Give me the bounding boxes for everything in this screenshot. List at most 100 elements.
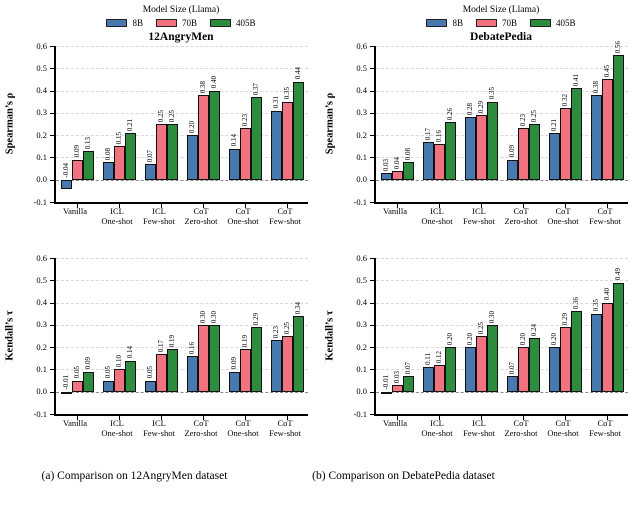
gridline [56, 369, 308, 371]
bar-value-label: 0.13 [83, 136, 92, 149]
x-category-label: CoT Zero-shot [184, 206, 218, 226]
x-axis-labels: Vanilla ICL One-shot ICL Few-shot CoT Zero-sho… [374, 204, 628, 226]
y-tick-mark [370, 202, 374, 203]
bar-405B [166, 124, 178, 180]
legend-row: 8B 70B 405B [54, 16, 308, 30]
x-tick-mark [607, 204, 608, 208]
gridline [376, 157, 628, 159]
plot-area: 0.03 0.04 0.08 0.17 0.16 0.26 0.28 0.29 0.35 0.09… [370, 41, 628, 208]
bar-405B [570, 88, 582, 180]
bar-70B [113, 146, 125, 180]
bar-value-label: -0.01 [61, 375, 70, 390]
x-category-label: CoT Zero-shot [504, 206, 538, 226]
column-12angrymen: Model Size (Llama) 8B 70B 405B 12AngryMe… [0, 4, 320, 438]
bar-405B [486, 101, 498, 180]
x-tick-mark [565, 416, 566, 420]
bar-8B [548, 347, 560, 392]
x-axis-labels: Vanilla ICL One-shot ICL Few-shot CoT Zero-sho… [54, 416, 308, 438]
caption-a: (a) Comparison on 12AngryMen dataset [41, 470, 228, 482]
bar-70B [239, 349, 251, 392]
legend-label-8b: 8B [132, 18, 143, 28]
bar-70B [155, 124, 167, 180]
x-tick-mark [77, 204, 78, 208]
bar-value-label: 0.25 [529, 109, 538, 122]
y-tick-mark [50, 202, 54, 203]
bar-405B [402, 161, 414, 180]
x-category-label: Vanilla [62, 418, 88, 428]
x-category-label: ICL Few-shot [143, 206, 175, 226]
bar-8B [186, 135, 198, 180]
y-tick-mark [370, 414, 374, 415]
bar-value-label: 0.25 [156, 109, 165, 122]
gridline [56, 347, 308, 349]
chart-body: Kendall’s τ 0.6 0.5 0.4 0.3 0.2 0.1 0.0 -0.1 -0… [2, 253, 320, 420]
legend-entry-70b: 70B [155, 18, 197, 28]
x-tick-mark [439, 204, 440, 208]
legend-row: 8B 70B 405B [374, 16, 628, 30]
y-tick-mark [370, 46, 374, 47]
y-axis-ticks: 0.6 0.5 0.4 0.3 0.2 0.1 0.0 -0.1 [338, 41, 374, 207]
x-category-label: Vanilla [382, 206, 408, 216]
bar-70B [601, 302, 613, 392]
y-tick-label: 0.4 [356, 85, 367, 96]
bar-value-label: 0.24 [529, 323, 538, 337]
y-axis-label: Spearman’s ρ [324, 92, 336, 155]
x-tick-mark [481, 204, 482, 208]
zero-line [376, 179, 628, 181]
y-tick-mark [50, 347, 54, 349]
legend-swatch-70b [155, 19, 177, 27]
legend-swatch-405b [530, 19, 551, 27]
bar-405B [208, 324, 220, 392]
bar-405B [528, 124, 540, 180]
x-category-label: ICL One-shot [421, 206, 453, 226]
bar-8B [144, 380, 156, 392]
x-category-label: CoT Few-shot [269, 206, 301, 226]
plot-area: -0.01 0.03 0.07 0.11 0.12 0.20 0.20 0.25 0.30 0.0… [370, 258, 628, 420]
chart-body: Kendall’s τ 0.6 0.5 0.4 0.3 0.2 0.1 0.0 -0.1 -0… [322, 253, 640, 420]
x-category-label: CoT One-shot [227, 418, 259, 438]
y-tick-label: 0.2 [36, 341, 47, 352]
x-tick-mark [481, 416, 482, 420]
bar-405B [250, 97, 262, 180]
gridline [376, 347, 628, 349]
bar-70B [433, 364, 445, 392]
legend-entry-70b: 70B [475, 18, 517, 28]
y-tick-label: 0.6 [356, 252, 367, 263]
bar-value-label: 0.19 [240, 335, 249, 348]
bar-value-label: 0.03 [392, 370, 401, 384]
bar-70B [281, 101, 293, 180]
bar-value-label: 0.14 [229, 134, 238, 147]
y-axis-ticks: 0.6 0.5 0.4 0.3 0.2 0.1 0.0 -0.1 [18, 253, 54, 419]
bar-8B [144, 164, 156, 180]
legend-title: Model Size (Llama) [462, 5, 540, 15]
bar-70B [475, 115, 487, 180]
y-tick-mark [370, 68, 374, 70]
x-tick-mark [287, 416, 288, 420]
bar-value-label: 0.17 [423, 127, 432, 140]
bar-value-label: 0.36 [571, 297, 580, 310]
y-axis-label: Kendall’s τ [324, 310, 336, 361]
bar-value-label: 0.05 [145, 366, 154, 379]
y-tick-mark [370, 179, 374, 181]
legend-label-8b: 8B [452, 18, 463, 28]
x-tick-mark [397, 416, 398, 420]
legend-entry-405b: 405B [530, 18, 576, 28]
bar-8B [102, 161, 114, 180]
gridline [376, 302, 628, 304]
bar-value-label: 0.31 [271, 96, 280, 109]
x-tick-mark [607, 416, 608, 420]
y-tick-mark [50, 302, 54, 304]
bar-value-label: 0.17 [156, 339, 165, 352]
bar-8B [506, 159, 518, 180]
bar-value-label: 0.16 [187, 341, 196, 355]
x-axis-labels: Vanilla ICL One-shot ICL Few-shot CoT Zero-sho… [54, 204, 308, 226]
bar-70B [517, 128, 529, 180]
bar-value-label: 0.44 [293, 67, 302, 80]
y-tick-label: 0.6 [356, 40, 367, 51]
bar-value-label: 0.45 [602, 65, 611, 78]
y-tick-label: 0.1 [356, 363, 367, 374]
column-debatepedia: Model Size (Llama) 8B 70B 405B DebatePed… [320, 4, 640, 438]
y-tick-mark [370, 324, 374, 326]
y-tick-label: 0.0 [36, 386, 47, 397]
x-category-label: ICL Few-shot [463, 206, 495, 226]
